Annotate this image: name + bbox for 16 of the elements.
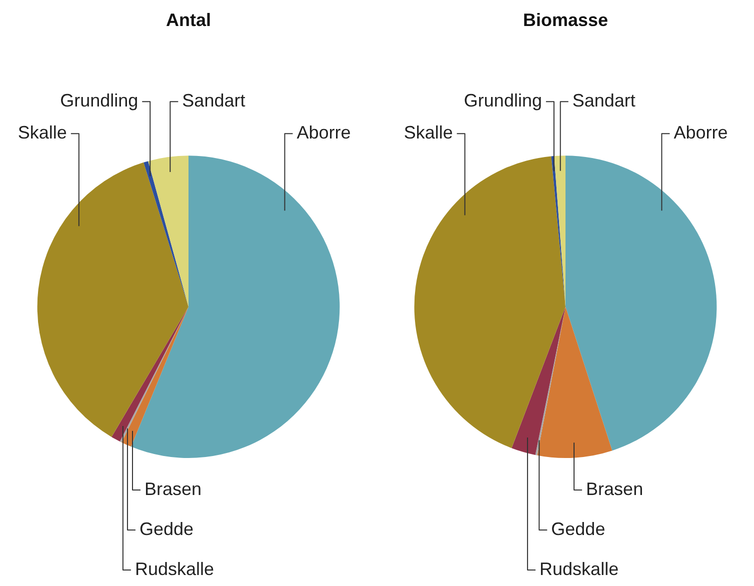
slice-label: Aborre [674, 122, 728, 143]
slice-label: Sandart [572, 90, 636, 111]
slice-label: Brasen [144, 478, 202, 499]
slice-label: Grundling [60, 90, 138, 111]
slice-label: Rudskalle [540, 558, 619, 579]
chart-title: Biomasse [522, 10, 608, 30]
slice-label: Gedde [139, 518, 194, 539]
chart-title: Antal [166, 10, 211, 30]
slice-label: Aborre [296, 122, 351, 143]
slice-label: Skalle [404, 122, 453, 143]
slice-label: Rudskalle [134, 558, 214, 579]
slice-label: Grundling [464, 90, 542, 111]
slice-label: Gedde [551, 518, 606, 539]
slice-label: Skalle [18, 122, 67, 143]
slice-label: Brasen [586, 478, 644, 499]
slice-label: Sandart [182, 90, 246, 111]
